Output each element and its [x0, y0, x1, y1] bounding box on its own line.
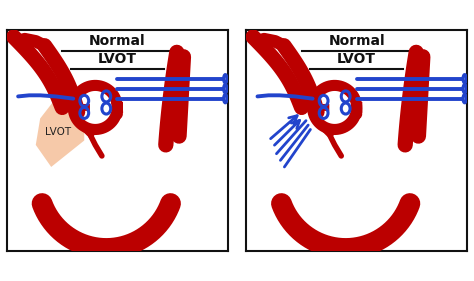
Ellipse shape	[463, 94, 466, 103]
Ellipse shape	[224, 74, 227, 83]
Circle shape	[352, 109, 362, 119]
Text: Normal: Normal	[89, 34, 146, 47]
Ellipse shape	[463, 74, 466, 83]
Ellipse shape	[463, 85, 466, 93]
Ellipse shape	[224, 85, 227, 93]
Text: Normal: Normal	[328, 34, 385, 47]
Circle shape	[112, 109, 122, 119]
Text: LVOT: LVOT	[98, 52, 137, 66]
Text: LVOT: LVOT	[337, 52, 376, 66]
Text: LVOT: LVOT	[45, 127, 71, 137]
Polygon shape	[36, 99, 84, 167]
Ellipse shape	[224, 94, 227, 103]
